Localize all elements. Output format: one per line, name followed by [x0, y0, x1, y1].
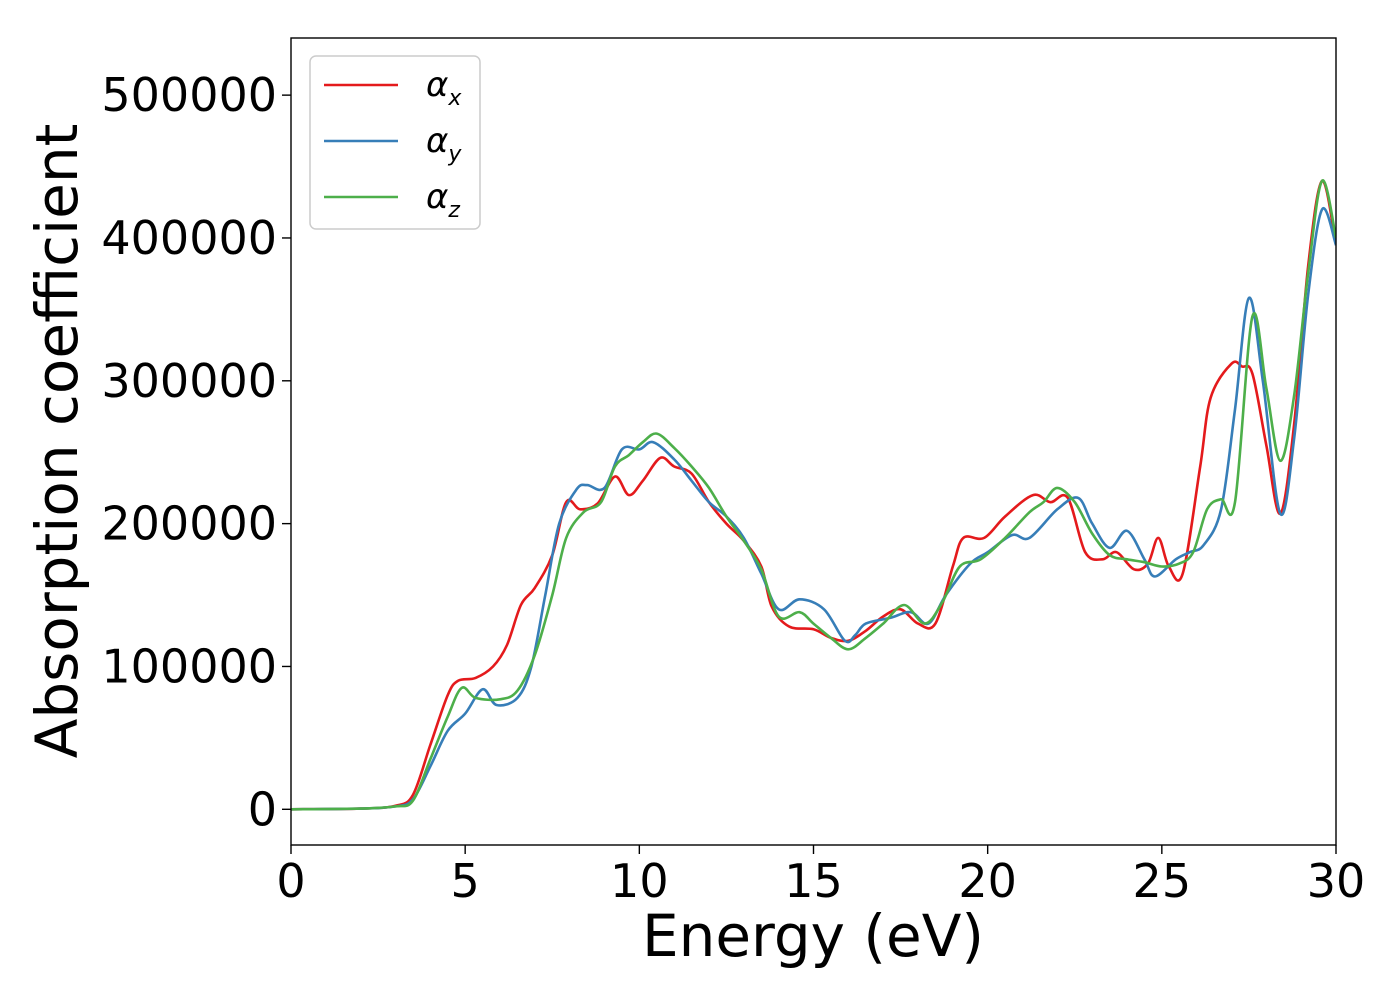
legend-label-main: α [426, 177, 448, 217]
x-tick-label: 25 [1133, 854, 1192, 908]
y-axis: 0 100000 200000 300000 400000 500000 [101, 68, 291, 836]
legend-label-main: α [426, 65, 448, 105]
series-line-z [291, 179, 1336, 811]
x-tick-label: 20 [958, 854, 1017, 908]
legend-label-sub: z [447, 198, 460, 223]
y-axis-label: Absorption coefficient [23, 124, 91, 759]
legend-box [309, 55, 481, 230]
legend-label-y: αy [426, 121, 462, 167]
x-axis: 0 5 10 15 20 25 30 [276, 845, 1365, 908]
y-tick-label: 300000 [101, 354, 277, 408]
y-tick-label: 400000 [101, 211, 277, 265]
legend-label-sub: x [447, 86, 462, 111]
series-line-x [291, 179, 1336, 811]
x-tick-label: 5 [451, 854, 480, 908]
x-tick-label: 0 [276, 854, 305, 908]
y-tick-label: 500000 [101, 68, 277, 122]
x-tick-label: 30 [1307, 854, 1366, 908]
x-axis-label: Energy (eV) [642, 902, 984, 970]
series-layer [291, 179, 1336, 811]
series-line-y [291, 207, 1336, 811]
x-tick-label: 15 [784, 854, 843, 908]
legend-label-sub: y [447, 142, 462, 167]
y-tick-label: 100000 [101, 639, 277, 693]
legend-label-main: α [426, 121, 448, 161]
legend-label-z: αz [426, 177, 460, 223]
x-tick-label: 10 [610, 854, 669, 908]
y-tick-label: 200000 [101, 497, 277, 551]
legend-label-x: αx [426, 65, 462, 111]
y-tick-label: 0 [248, 782, 277, 836]
